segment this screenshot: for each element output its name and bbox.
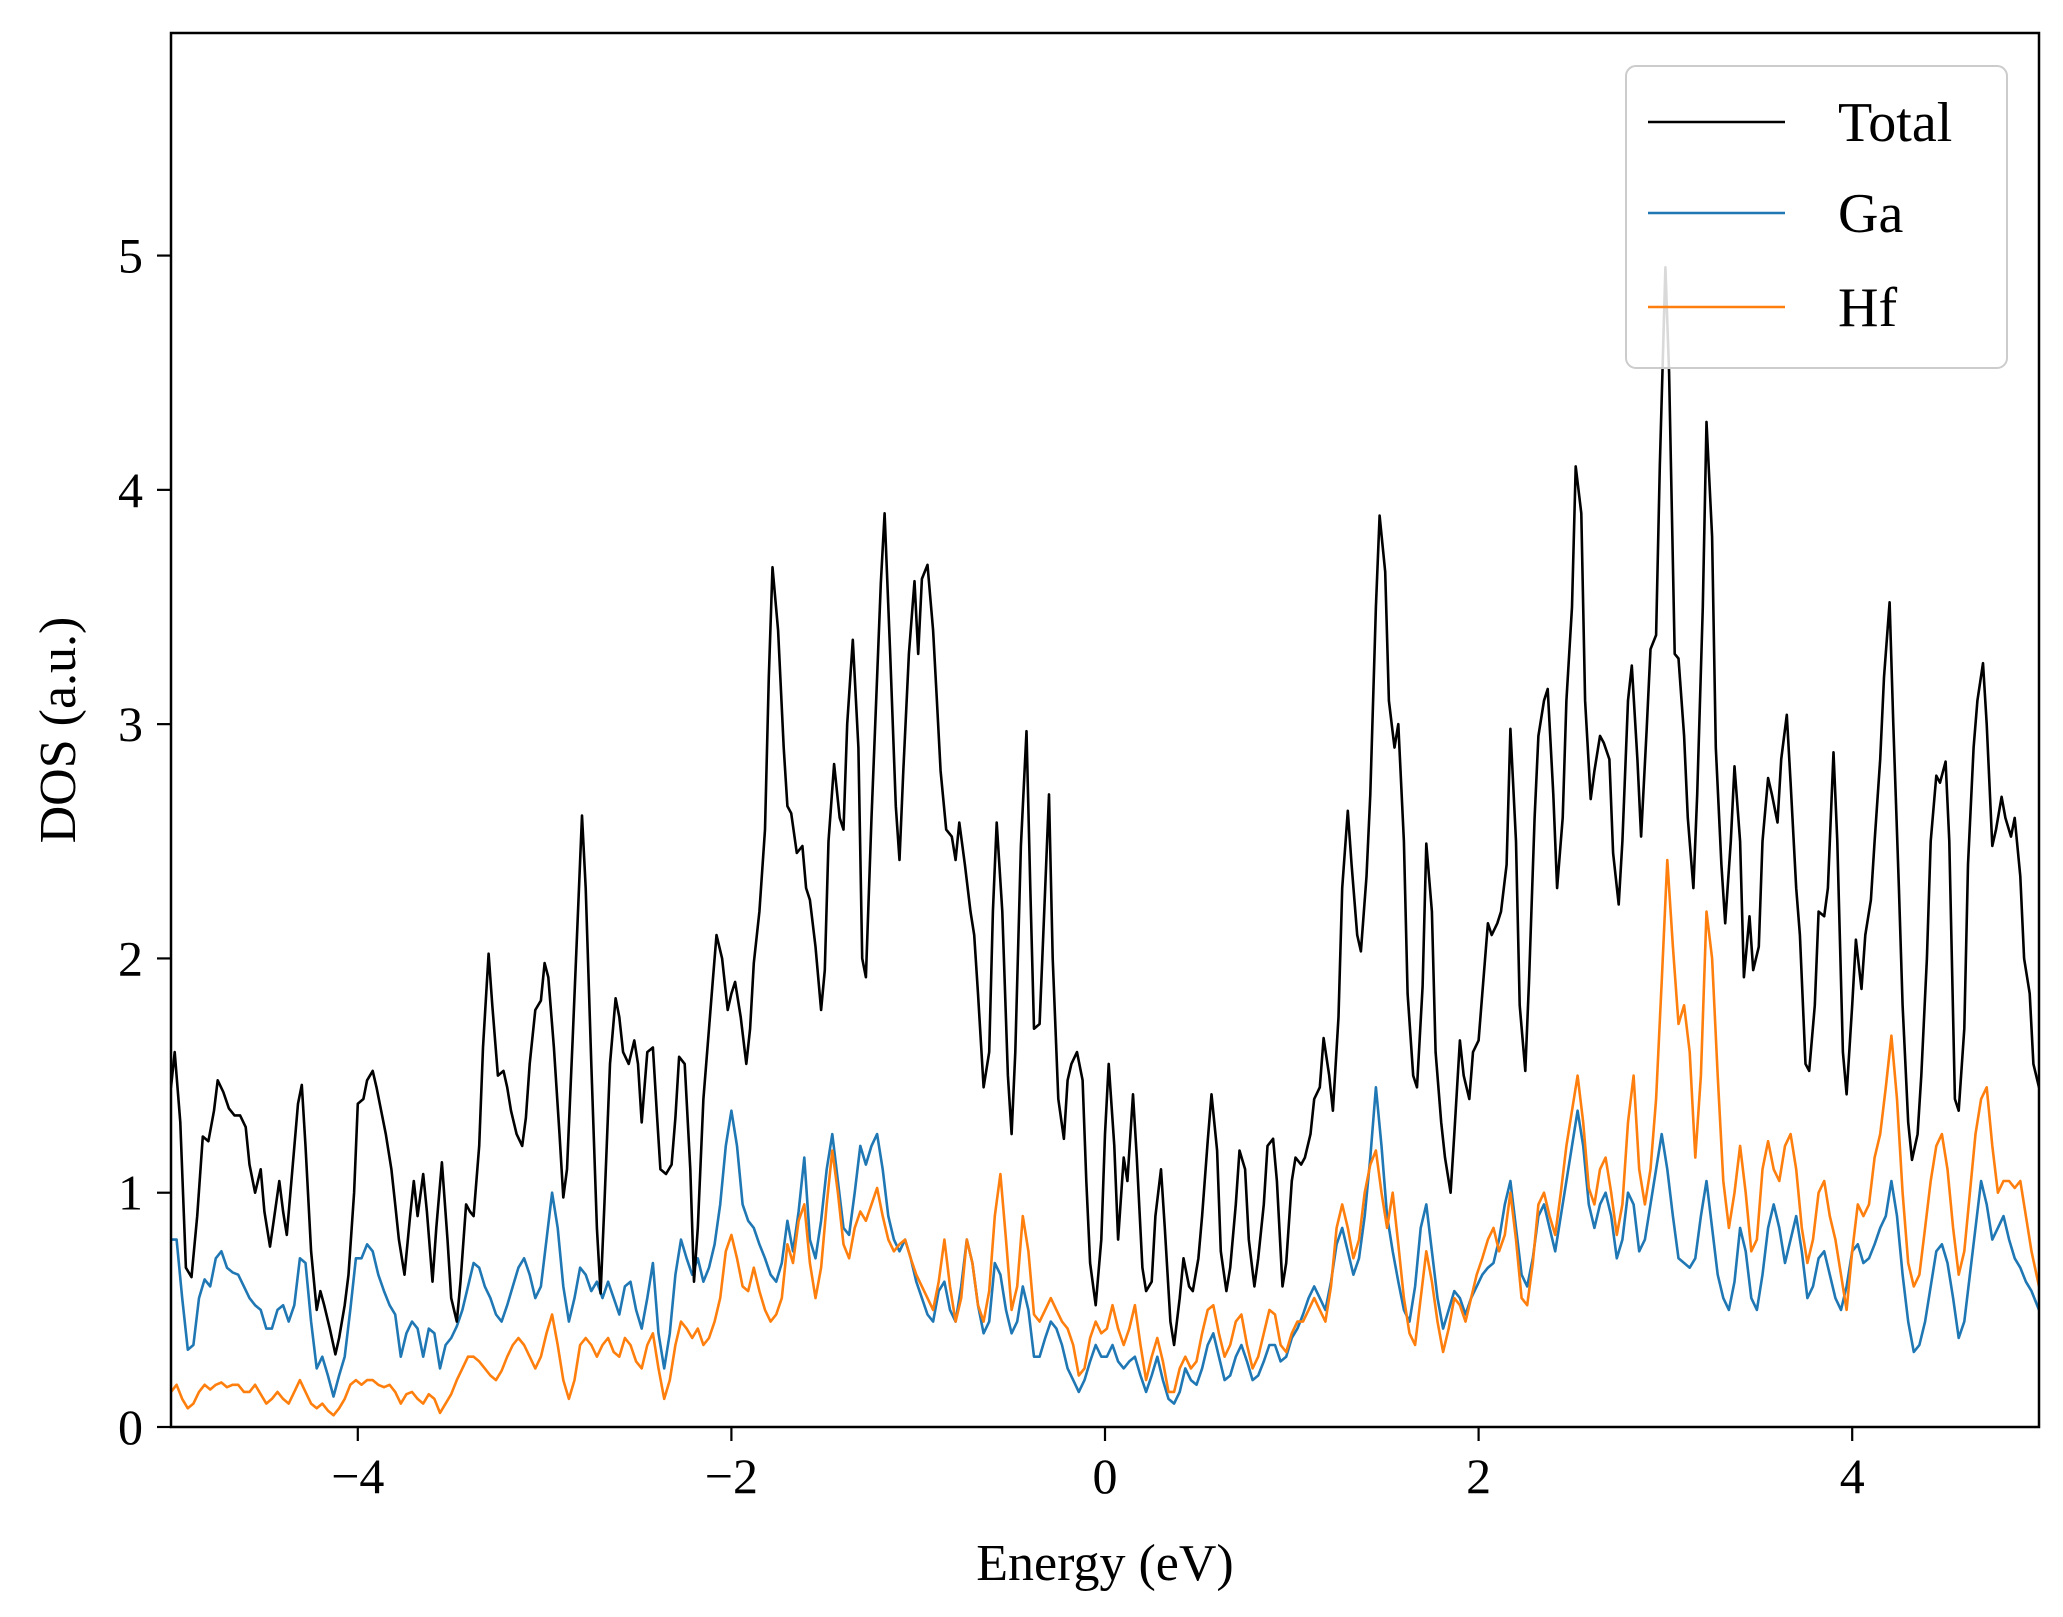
series-line-ga [171,1086,2039,1405]
series-line-total [171,266,2039,1356]
legend-items: Total Ga Hf [1648,92,1952,339]
y-tick-label: 4 [118,462,143,518]
x-tick-label: 2 [1466,1448,1491,1504]
x-tick-label: 4 [1840,1448,1865,1504]
y-tick-label: 1 [118,1165,143,1221]
y-tick-label: 2 [118,930,143,986]
legend-label-ga: Ga [1838,183,1903,245]
y-tick-label: 0 [118,1399,143,1455]
y-tick-label: 3 [118,696,143,752]
x-tick-label: −2 [705,1448,758,1504]
x-axis-ticks: −4 −2 0 2 4 [331,1427,1865,1504]
series-layer [171,266,2039,1417]
legend-box [1625,65,2008,369]
legend-label-total: Total [1838,92,1952,154]
y-axis-ticks: 0 1 2 3 4 5 [118,228,171,1455]
legend: Total Ga Hf [1625,65,2008,369]
y-tick-label: 5 [118,228,143,284]
x-tick-label: −4 [331,1448,384,1504]
series-line-hf [171,858,2039,1417]
x-tick-label: 0 [1093,1448,1118,1504]
legend-label-hf: Hf [1838,277,1897,339]
x-axis-title: Energy (eV) [976,1535,1234,1592]
y-axis-title: DOS (a.u.) [30,617,87,844]
